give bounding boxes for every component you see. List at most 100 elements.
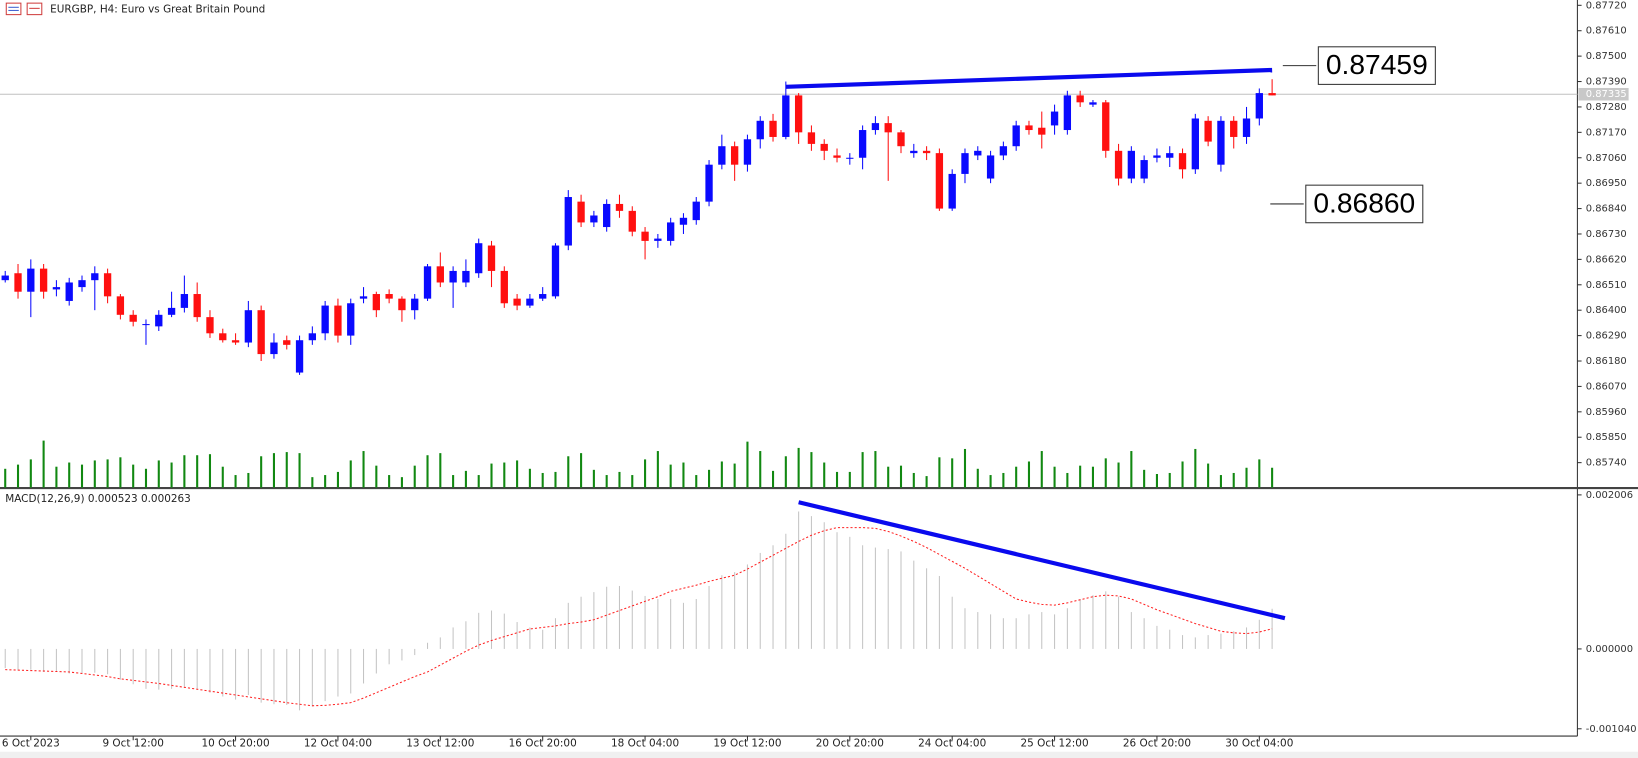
candle-body xyxy=(385,294,393,299)
candle-body xyxy=(14,273,22,292)
candle-body xyxy=(1050,111,1059,126)
candle-body xyxy=(590,215,598,223)
candle-body xyxy=(910,150,918,154)
candle-body xyxy=(39,268,48,292)
candle-body xyxy=(1063,95,1072,131)
candle-body xyxy=(603,203,611,228)
y-tick-label: 0.87720 xyxy=(1586,0,1627,11)
candle-body xyxy=(679,217,688,225)
candle-body xyxy=(321,305,329,334)
candle-body xyxy=(1,275,9,281)
candle-body xyxy=(551,245,560,297)
candle-body xyxy=(513,298,521,306)
symbol-icon xyxy=(5,2,43,16)
candle-body xyxy=(1230,120,1238,137)
candle-body xyxy=(807,132,816,144)
y-tick-label: 0.87390 xyxy=(1586,77,1627,88)
y-tick-label: 0.000000 xyxy=(1586,644,1633,655)
x-tick-label: 10 Oct 20:00 xyxy=(202,737,270,749)
candle-body xyxy=(1127,150,1136,179)
candle-body xyxy=(1268,93,1276,96)
candle-body xyxy=(1204,120,1212,142)
candle-body xyxy=(1076,95,1084,103)
candle-body xyxy=(756,120,764,140)
candle-body xyxy=(948,173,956,209)
y-tick-label: -0.001040 xyxy=(1586,724,1637,735)
candle-body xyxy=(846,157,854,159)
candle-body xyxy=(1012,125,1020,147)
candle-body xyxy=(129,314,137,322)
trendline xyxy=(798,500,1286,621)
candle-body xyxy=(462,270,470,283)
candle-body xyxy=(65,282,73,301)
candle-body xyxy=(858,130,867,158)
x-tick-label: 18 Oct 04:00 xyxy=(611,737,679,749)
candle-body xyxy=(52,287,61,290)
candle-body xyxy=(180,294,189,308)
candle-body xyxy=(961,153,969,174)
candle-body xyxy=(1166,153,1174,158)
candle-body xyxy=(794,95,803,133)
y-tick-label: 0.87610 xyxy=(1586,26,1627,37)
candle-body xyxy=(539,294,547,299)
candle-body xyxy=(116,296,125,315)
macd-title: MACD(12,26,9) 0.000523 0.000263 xyxy=(5,493,191,505)
candle-body xyxy=(615,203,624,211)
candle-body xyxy=(577,201,585,223)
candle-body xyxy=(884,123,892,133)
annotation-label: 0.87459 xyxy=(1326,48,1428,80)
candle-body xyxy=(91,273,99,281)
y-tick-label: 0.85850 xyxy=(1586,432,1627,443)
candle-body xyxy=(270,342,278,355)
y-tick-label: 0.87280 xyxy=(1586,102,1627,113)
candle-body xyxy=(103,273,112,297)
candle-body xyxy=(974,150,982,156)
candle-body xyxy=(1191,118,1199,170)
y-tick-label: 0.86180 xyxy=(1586,356,1627,367)
candle-body xyxy=(219,333,227,341)
candle-body xyxy=(769,120,777,137)
candle-body xyxy=(27,268,35,292)
candle-body xyxy=(359,296,368,299)
y-tick-label: 0.86840 xyxy=(1586,204,1627,215)
y-tick-label: 0.85740 xyxy=(1586,458,1627,469)
y-tick-label: 0.86620 xyxy=(1586,254,1627,265)
candle-body xyxy=(1178,153,1187,170)
candle-body xyxy=(1038,127,1046,135)
candle-body xyxy=(295,340,304,373)
candle-body xyxy=(334,305,342,336)
y-tick-label: 0.86730 xyxy=(1586,229,1627,240)
candle-body xyxy=(1025,125,1033,131)
candle-body xyxy=(257,310,265,355)
y-tick-label: 0.87500 xyxy=(1586,51,1627,62)
y-tick-label: 0.86070 xyxy=(1586,381,1627,392)
candle-body xyxy=(654,238,662,241)
chart-title: EURGBP, H4: Euro vs Great Britain Pound xyxy=(50,3,265,15)
trendline xyxy=(785,67,1273,89)
candle-body xyxy=(1114,150,1123,179)
candle-body xyxy=(231,340,240,343)
candle-body xyxy=(922,150,931,154)
y-tick-label: 0.87170 xyxy=(1586,127,1627,138)
candle-body xyxy=(692,201,700,221)
x-tick-label: 19 Oct 12:00 xyxy=(713,737,781,749)
x-tick-label: 13 Oct 12:00 xyxy=(406,737,474,749)
candle-body xyxy=(1140,160,1148,179)
candle-body xyxy=(142,324,150,326)
candle-body xyxy=(500,270,508,304)
candle-body xyxy=(244,310,253,343)
candle-body xyxy=(935,153,944,209)
annotation-label: 0.86860 xyxy=(1313,186,1415,218)
candle-body xyxy=(308,333,317,341)
candle-body xyxy=(782,95,790,137)
y-tick-label: 0.86950 xyxy=(1586,178,1627,189)
candle-body xyxy=(743,139,752,165)
x-tick-label: 26 Oct 20:00 xyxy=(1123,737,1191,749)
x-tick-label: 30 Oct 04:00 xyxy=(1225,737,1293,749)
candle-body xyxy=(1089,102,1097,105)
annotation-box xyxy=(1305,184,1424,224)
candle-body xyxy=(487,245,496,271)
candle-body xyxy=(999,146,1008,156)
